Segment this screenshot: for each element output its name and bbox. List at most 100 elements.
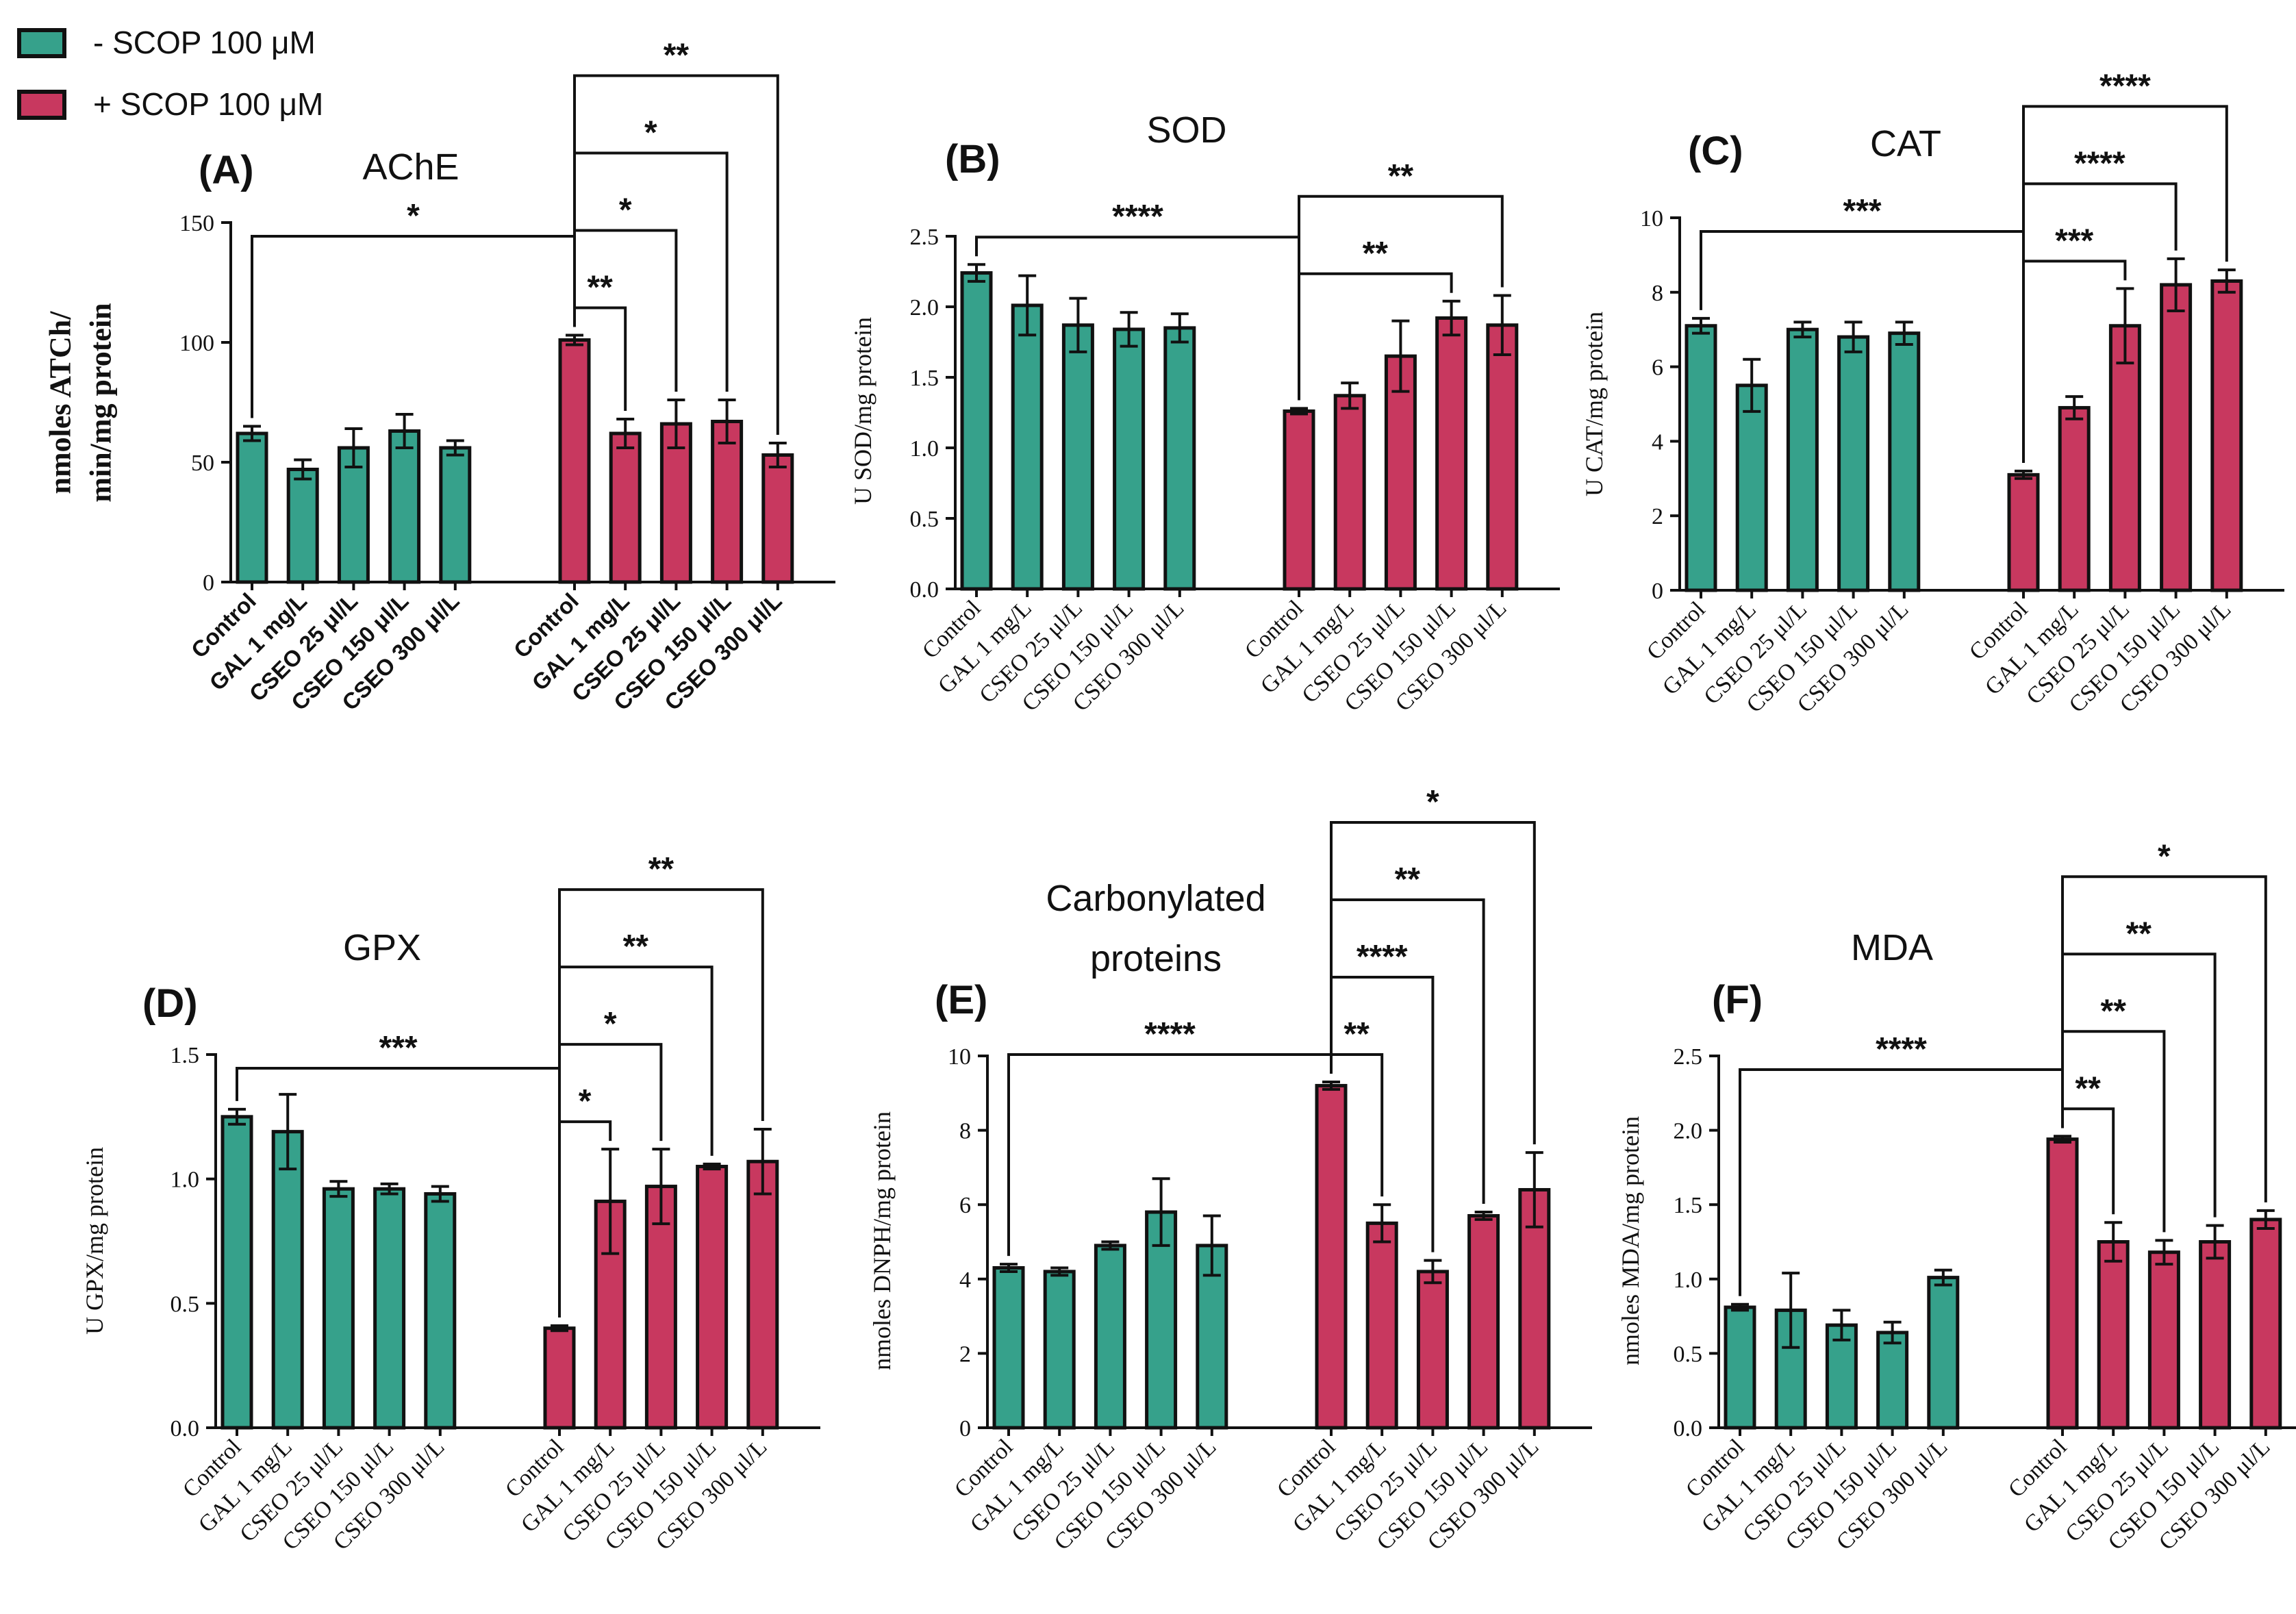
chart-panel: 0.0 0.5 1.0 1.5 2.0 2.5 nmoles MDA/mg protein (… — [1617, 838, 2296, 1555]
y-tick-label: 4 — [959, 1268, 971, 1293]
significance-label: * — [579, 1083, 592, 1120]
y-tick-label: 1.5 — [1674, 1193, 1703, 1218]
significance-label: ** — [664, 38, 690, 74]
y-axis-label: U SOD/mg protein — [849, 317, 876, 505]
legend-label: - SCOP 100 μM — [93, 25, 316, 60]
y-tick-label: 6 — [1652, 355, 1663, 381]
significance-bracket — [558, 888, 764, 1318]
chart-title: SOD — [1146, 110, 1226, 151]
bar — [439, 446, 472, 584]
y-tick-label: 100 — [179, 331, 214, 356]
chart-panel: 0.00.51.01.5U GPX/mg protein(D)GPXContro… — [81, 851, 820, 1555]
chart-panel: 0 50 100 150 nmoles ATCh/min/mg protein (A) AC… — [43, 38, 835, 715]
bar — [1486, 323, 1519, 591]
bar — [1435, 316, 1468, 591]
y-tick-label: 0.5 — [171, 1291, 200, 1317]
y-axis-label: U CAT/mg protein — [1580, 312, 1608, 496]
significance-bracket — [1739, 1068, 2064, 1296]
significance-label: * — [604, 1006, 617, 1042]
bar — [1315, 1083, 1348, 1430]
significance-label: ** — [1363, 236, 1389, 272]
significance-label: *** — [2055, 223, 2093, 259]
significance-label: **** — [1876, 1031, 1927, 1068]
panel-label: (E) — [935, 978, 987, 1022]
significance-label: **** — [1112, 199, 1163, 235]
bar — [1518, 1187, 1551, 1430]
significance-label: **** — [1144, 1016, 1196, 1052]
bar — [236, 431, 268, 584]
bar — [322, 1187, 355, 1430]
significance-label: * — [1426, 784, 1439, 820]
chart-panel: 0 2 4 6 8 10 nmoles DNPH/mg protein (E) Carbonyl… — [868, 784, 1592, 1555]
bar — [1735, 383, 1768, 592]
bar — [711, 420, 744, 584]
bar — [2249, 1218, 2282, 1430]
y-tick-label: 2.5 — [1674, 1044, 1703, 1070]
bar — [2199, 1240, 2232, 1430]
y-tick-label: 0.0 — [910, 577, 939, 603]
bar — [1061, 323, 1094, 591]
y-axis-label: min/mg protein — [84, 303, 118, 502]
significance-bracket — [573, 74, 779, 435]
y-tick-label: 6 — [959, 1193, 971, 1218]
significance-label: ** — [1343, 1016, 1370, 1052]
significance-label: **** — [2099, 68, 2151, 104]
bar — [1825, 1323, 1858, 1430]
y-tick-label: 8 — [959, 1119, 971, 1144]
significance-label: ** — [648, 851, 674, 887]
bar — [1283, 409, 1315, 591]
bar — [609, 431, 642, 584]
bar — [373, 1187, 406, 1430]
y-axis-label: nmoles DNPH/mg protein — [868, 1111, 896, 1370]
significance-label: ** — [2101, 993, 2127, 1029]
panel-label: (A) — [199, 148, 254, 192]
y-tick-label: 10 — [1640, 206, 1663, 231]
bar — [1163, 326, 1196, 591]
y-tick-label: 0.5 — [1674, 1341, 1703, 1367]
bar — [558, 338, 591, 584]
significance-label: ** — [587, 270, 613, 306]
bar — [1685, 324, 1717, 592]
panel-label: (D) — [142, 981, 198, 1026]
y-tick-label: 150 — [179, 211, 214, 236]
y-axis-label: U GPX/mg protein — [81, 1147, 108, 1335]
y-tick-label: 2 — [1652, 504, 1663, 529]
panel-label: (F) — [1712, 978, 1763, 1022]
chart-title: AChE — [362, 147, 459, 188]
bar — [746, 1159, 779, 1430]
bar — [271, 1130, 304, 1430]
chart-title: GPX — [343, 927, 421, 968]
bar — [220, 1115, 253, 1430]
significance-label: *** — [379, 1030, 417, 1066]
bar — [2097, 1240, 2130, 1430]
y-tick-label: 1.0 — [1674, 1268, 1703, 1293]
significance-label: *** — [1843, 193, 1881, 229]
bar — [2147, 1250, 2180, 1430]
bar — [1724, 1305, 1756, 1430]
significance-bracket — [1298, 272, 1453, 401]
bar — [960, 271, 993, 591]
bar — [2007, 472, 2040, 592]
y-tick-label: 1.0 — [910, 436, 939, 462]
legend-swatch — [17, 90, 66, 120]
bar — [1786, 327, 1819, 592]
bar — [1365, 1221, 1398, 1430]
bar — [696, 1165, 729, 1430]
panel-label: (B) — [945, 137, 1000, 181]
chart-title: proteins — [1090, 938, 1222, 979]
bar — [424, 1191, 457, 1430]
y-tick-label: 8 — [1652, 281, 1663, 306]
bar — [761, 453, 794, 584]
bar — [1094, 1244, 1126, 1430]
significance-label: * — [644, 115, 657, 151]
legend-label: + SCOP 100 μM — [93, 86, 323, 122]
bar — [1927, 1276, 1960, 1430]
y-tick-label: 0 — [959, 1416, 971, 1441]
significance-bracket — [2061, 875, 2267, 1202]
bar — [2160, 283, 2193, 592]
bar — [388, 429, 421, 584]
y-tick-label: 2.0 — [910, 295, 939, 320]
bar — [992, 1266, 1025, 1430]
